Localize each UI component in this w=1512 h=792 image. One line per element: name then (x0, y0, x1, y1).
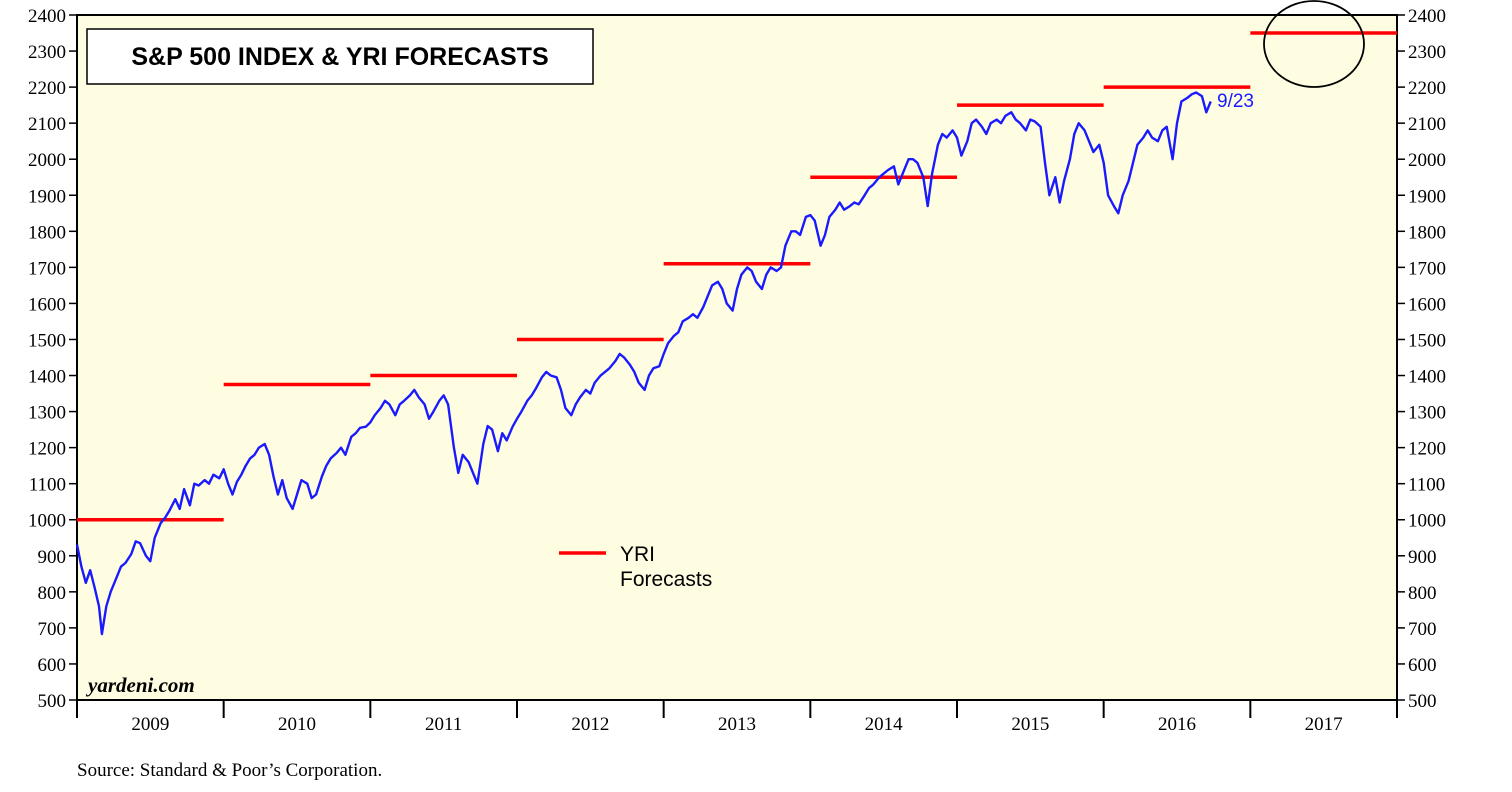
y-tick-label-left: 2400 (28, 6, 66, 27)
y-tick-label-right: 1500 (1408, 330, 1446, 351)
y-tick-label-left: 700 (38, 619, 67, 640)
y-tick-label-left: 2300 (28, 42, 66, 63)
y-tick-label-left: 1700 (28, 258, 66, 279)
y-tick-label-left: 2000 (28, 150, 66, 171)
y-tick-label-right: 1700 (1408, 258, 1446, 279)
y-tick-label-right: 500 (1408, 691, 1437, 712)
y-tick-label-left: 1800 (28, 222, 66, 243)
x-year-label: 2017 (1305, 714, 1343, 735)
y-tick-label-right: 1300 (1408, 403, 1446, 424)
plot-area (76, 14, 1398, 701)
y-tick-label-right: 1100 (1408, 475, 1445, 496)
y-tick-label-left: 1000 (28, 511, 66, 532)
y-tick-label-right: 800 (1408, 583, 1437, 604)
legend-label-line1: YRI (620, 543, 655, 566)
y-tick-label-right: 2300 (1408, 42, 1446, 63)
source-note: Source: Standard & Poor’s Corporation. (77, 760, 382, 781)
y-tick-label-right: 700 (1408, 619, 1437, 640)
x-year-label: 2014 (865, 714, 904, 735)
y-tick-label-right: 1000 (1408, 511, 1446, 532)
y-tick-label-right: 600 (1408, 655, 1437, 676)
x-year-label: 2011 (425, 714, 462, 735)
y-tick-label-right: 2200 (1408, 78, 1446, 99)
x-axis: 2009 2010 2011 2012 2013 2014 2015 2016 2017 (76, 700, 1398, 735)
y-tick-label-left: 1200 (28, 439, 66, 460)
y-tick-label-left: 800 (38, 583, 67, 604)
watermark: yardeni.com (85, 673, 195, 697)
y-tick-label-right: 2000 (1408, 150, 1446, 171)
x-year-label: 2016 (1158, 714, 1196, 735)
y-tick-label-left: 1400 (28, 367, 66, 388)
x-year-label: 2009 (131, 714, 169, 735)
y-tick-label-left: 1100 (29, 475, 66, 496)
y-tick-label-left: 1300 (28, 403, 66, 424)
highlight-circle (1263, 0, 1365, 88)
x-year-label: 2013 (718, 714, 756, 735)
chart-title: S&P 500 INDEX & YRI FORECASTS (131, 43, 548, 71)
end-date-label: 9/23 (1217, 91, 1254, 112)
y-tick-label-left: 500 (38, 691, 67, 712)
y-tick-label-right: 1200 (1408, 439, 1446, 460)
y-tick-label-left: 1500 (28, 330, 66, 351)
x-year-label: 2010 (278, 714, 316, 735)
y-tick-label-right: 1900 (1408, 186, 1446, 207)
sp500-series-line (75, 91, 1212, 636)
y-tick-label-left: 600 (38, 655, 67, 676)
y-tick-label-left: 2200 (28, 78, 66, 99)
y-tick-label-right: 2400 (1408, 6, 1446, 27)
y-tick-label-right: 2100 (1408, 114, 1446, 135)
y-tick-label-right: 1400 (1408, 367, 1446, 388)
y-axis: 500 500 600 600 700 700 800 800 900 900 1000 1000 11… (28, 6, 1446, 712)
y-tick-label-left: 1600 (28, 294, 66, 315)
y-tick-label-left: 1900 (28, 186, 66, 207)
y-tick-label-right: 900 (1408, 547, 1437, 568)
legend-label-line2: Forecasts (620, 568, 712, 591)
x-year-label: 2012 (571, 714, 609, 735)
x-year-label: 2015 (1011, 714, 1049, 735)
y-tick-label-left: 2100 (28, 114, 66, 135)
title-box (86, 28, 594, 85)
y-tick-label-left: 900 (38, 547, 67, 568)
y-tick-label-right: 1600 (1408, 294, 1446, 315)
y-tick-label-right: 1800 (1408, 222, 1446, 243)
